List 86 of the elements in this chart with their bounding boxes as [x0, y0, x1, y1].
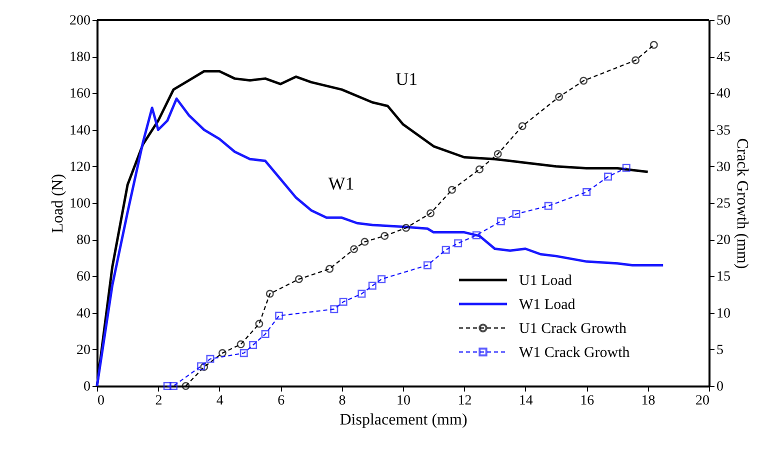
x-tick-label: 18 — [641, 394, 656, 408]
point — [518, 122, 526, 130]
legend-label: U1 Load — [519, 273, 572, 289]
x-axis-title: Displacement (mm) — [340, 412, 468, 428]
legend-label: W1 Load — [519, 297, 576, 313]
point — [294, 275, 303, 284]
y-axis-title: Load (N) — [50, 174, 66, 234]
point — [380, 232, 389, 240]
x-tick-label: 0 — [98, 394, 104, 408]
point — [326, 264, 334, 273]
point — [402, 224, 410, 232]
point — [582, 188, 591, 196]
legend-label: U1 Crack Growth — [519, 321, 627, 337]
y2-tick-label: 30 — [716, 160, 730, 175]
point — [494, 150, 502, 158]
point — [249, 341, 258, 350]
y-tick-label: 100 — [70, 196, 90, 212]
y-tick-label: 180 — [70, 50, 90, 66]
y-tick-label: 200 — [70, 14, 90, 28]
y-tick-label: 120 — [70, 160, 90, 175]
x-tick-label: 2 — [155, 394, 162, 408]
x-tick-label: 8 — [338, 394, 346, 408]
point — [360, 238, 369, 246]
point — [475, 165, 484, 174]
y2-tick-label: 35 — [716, 123, 730, 138]
y-tick-label: 0 — [84, 380, 90, 394]
x-tick-label: 6 — [278, 394, 285, 408]
y2-tick-label: 0 — [716, 380, 724, 394]
x-tick-label: 10 — [396, 394, 410, 408]
y2-axis-title: Crack Growth (mm) — [734, 138, 750, 269]
y2-tick-label: 20 — [716, 233, 730, 248]
point — [261, 330, 270, 338]
x-tick-label: 20 — [696, 394, 710, 408]
annotation: U1 — [396, 69, 418, 90]
y-tick-label: 80 — [76, 233, 90, 248]
y2-tick-label: 50 — [716, 14, 730, 28]
y2-tick-label: 25 — [716, 196, 730, 212]
annotation: W1 — [328, 173, 354, 194]
y2-tick-label: 15 — [716, 270, 730, 285]
point — [604, 172, 612, 181]
point — [275, 312, 284, 320]
point — [448, 186, 456, 194]
y2-tick-label: 5 — [716, 342, 724, 358]
point — [496, 217, 505, 226]
y2-tick-label: 40 — [716, 86, 730, 102]
point — [255, 320, 264, 328]
point — [358, 290, 366, 298]
point — [378, 275, 386, 284]
y-tick-label: 140 — [70, 123, 90, 138]
point — [339, 298, 348, 306]
point — [350, 245, 358, 254]
point — [182, 382, 190, 390]
point — [236, 340, 245, 348]
x-tick-label: 16 — [580, 394, 594, 408]
point — [368, 282, 376, 290]
point — [580, 76, 588, 85]
point — [472, 231, 480, 240]
point — [163, 382, 172, 390]
point — [266, 290, 274, 298]
point — [622, 164, 630, 172]
point — [206, 354, 214, 363]
y-tick-label: 20 — [76, 342, 90, 358]
point — [423, 261, 432, 270]
point — [454, 239, 462, 248]
x-tick-label: 4 — [216, 394, 224, 408]
point — [197, 362, 206, 370]
point — [240, 349, 248, 358]
point — [218, 349, 226, 358]
point — [426, 209, 435, 218]
x-tick-label: 14 — [518, 394, 533, 408]
y2-tick-label: 10 — [716, 306, 730, 322]
point — [330, 305, 338, 314]
point — [200, 362, 208, 371]
x-tick-label: 12 — [458, 394, 472, 408]
y-tick-label: 60 — [76, 270, 90, 285]
point — [169, 382, 178, 390]
y2-tick-label: 45 — [716, 50, 730, 66]
point — [650, 40, 658, 49]
point — [512, 210, 520, 218]
point — [442, 246, 450, 254]
legend-label: W1 Crack Growth — [519, 345, 630, 361]
point — [544, 202, 552, 210]
point — [632, 56, 640, 64]
y-tick-label: 40 — [76, 306, 90, 322]
y-tick-label: 160 — [70, 86, 90, 102]
point — [555, 92, 564, 101]
